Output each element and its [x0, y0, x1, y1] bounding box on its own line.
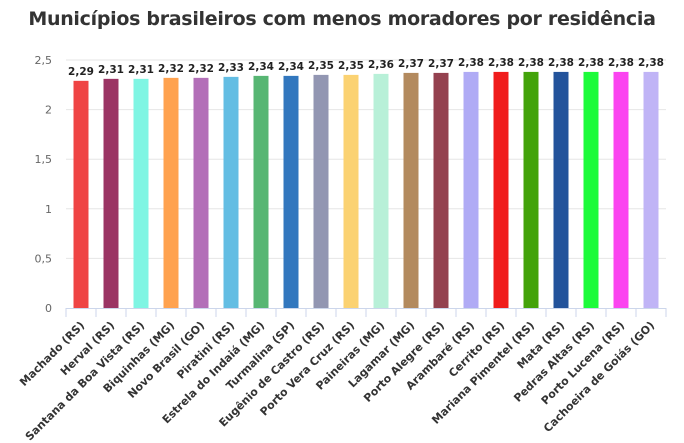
bar — [283, 75, 299, 308]
x-tick-label: Santana da Boa Vista (RS) — [23, 319, 147, 443]
data-label: 2,35 — [338, 60, 364, 72]
bar — [553, 71, 569, 309]
bar — [583, 71, 599, 309]
data-label: 2,38 — [608, 57, 634, 69]
bar — [133, 78, 149, 309]
data-label: 2,29 — [68, 66, 94, 78]
bar — [523, 71, 539, 309]
data-label: 2,38 — [458, 57, 484, 69]
y-tick-label: 1 — [45, 203, 52, 216]
bar — [313, 74, 329, 308]
bar — [103, 78, 119, 309]
data-label: 2,38 — [578, 57, 604, 69]
bar — [223, 76, 239, 308]
data-label: 2,32 — [188, 63, 214, 75]
bar — [163, 77, 179, 308]
bar — [433, 72, 449, 308]
bar — [373, 73, 389, 308]
bar — [73, 80, 89, 308]
data-label: 2,38 — [638, 57, 664, 69]
data-label: 2,38 — [488, 57, 514, 69]
data-label: 2,35 — [308, 60, 334, 72]
bar — [403, 72, 419, 308]
data-label: 2,36 — [368, 59, 394, 71]
y-tick-label: 1,5 — [35, 153, 53, 166]
bar — [463, 71, 479, 309]
bar — [343, 74, 359, 308]
data-label: 2,38 — [548, 57, 574, 69]
data-label: 2,31 — [128, 64, 154, 76]
data-label: 2,38 — [518, 57, 544, 69]
data-label: 2,37 — [398, 58, 424, 70]
y-tick-label: 0,5 — [35, 252, 53, 265]
bar — [643, 71, 659, 309]
data-label: 2,32 — [158, 63, 184, 75]
bar — [613, 71, 629, 309]
data-label: 2,34 — [248, 61, 274, 73]
y-tick-label: 2 — [45, 104, 52, 117]
data-label: 2,33 — [218, 62, 244, 74]
data-label: 2,37 — [428, 58, 454, 70]
y-tick-label: 2,5 — [35, 54, 53, 67]
data-label: 2,34 — [278, 61, 304, 73]
bar — [193, 77, 209, 308]
data-label: 2,31 — [98, 64, 124, 76]
chart-title: Municípios brasileiros com menos morador… — [28, 8, 656, 30]
y-tick-label: 0 — [45, 302, 52, 315]
bar — [493, 71, 509, 309]
bar — [253, 75, 269, 308]
